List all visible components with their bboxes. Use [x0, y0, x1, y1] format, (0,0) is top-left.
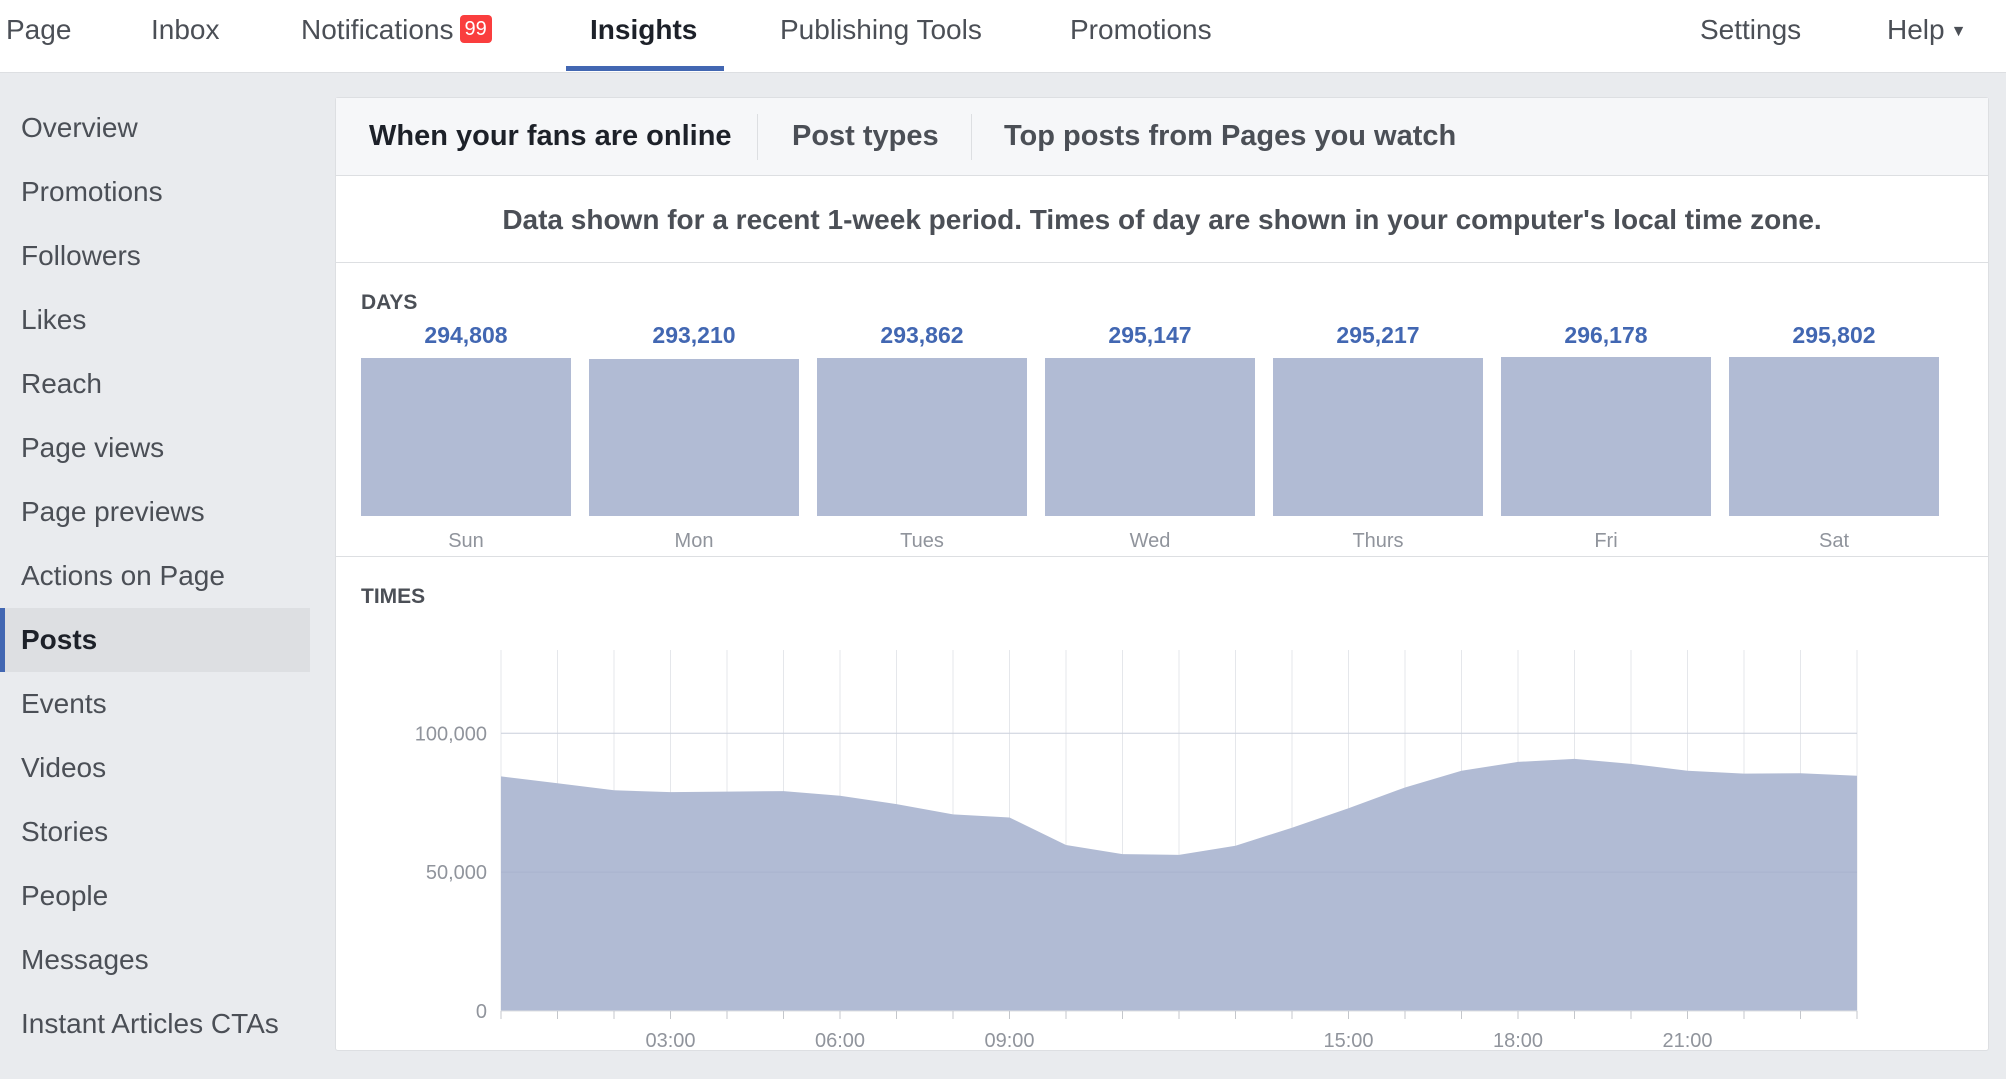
sidebar-item-label: Page views	[21, 432, 165, 463]
tab-label: Post types	[792, 120, 939, 152]
notifications-count-badge: 99	[459, 14, 492, 43]
sidebar-item-page-previews[interactable]: Page previews	[0, 480, 310, 544]
x-tick-label: 06:00	[815, 1030, 865, 1050]
sidebar-item-reach[interactable]: Reach	[0, 352, 310, 416]
sidebar-item-label: Instant Articles CTAs	[21, 1008, 279, 1039]
sidebar-item-label: Stories	[21, 816, 109, 847]
x-tick-label: 18:00	[1493, 1030, 1543, 1050]
nav-publishing-tools-label: Publishing Tools	[780, 14, 982, 45]
sidebar-item-promotions[interactable]: Promotions	[0, 160, 310, 224]
sidebar-item-label: Messages	[21, 944, 149, 975]
nav-inbox[interactable]: Inbox	[151, 0, 220, 72]
sidebar-item-likes[interactable]: Likes	[0, 288, 310, 352]
tab-post-types[interactable]: Post types	[792, 98, 939, 175]
nav-publishing-tools[interactable]: Publishing Tools	[780, 0, 982, 72]
times-section-title: TIMES	[361, 585, 426, 608]
sidebar-item-label: Events	[21, 688, 107, 719]
sidebar-item-label: Followers	[21, 240, 141, 271]
x-tick-label: 21:00	[1662, 1030, 1712, 1050]
day-bar[interactable]	[361, 357, 571, 516]
sidebar-item-messages[interactable]: Messages	[0, 928, 310, 992]
caret-down-icon: ▼	[1950, 23, 1967, 40]
sidebar-item-posts[interactable]: Posts	[0, 608, 310, 672]
nav-page-label: Page	[6, 14, 72, 45]
sidebar-item-label: Posts	[21, 624, 98, 655]
sidebar-item-label: People	[21, 880, 109, 911]
sidebar-item-events[interactable]: Events	[0, 672, 310, 736]
tab-label: Top posts from Pages you watch	[1004, 120, 1457, 152]
nav-inbox-label: Inbox	[151, 14, 220, 45]
x-tick-label: 15:00	[1323, 1030, 1373, 1050]
days-section-title: DAYS	[361, 291, 418, 314]
day-category-label: Wed	[1129, 530, 1171, 552]
nav-settings-label: Settings	[1700, 14, 1802, 45]
day-value-label: 293,862	[880, 322, 964, 348]
day-value-label: 296,178	[1564, 322, 1648, 348]
day-category-label: Fri	[1594, 530, 1618, 552]
sidebar-item-people[interactable]: People	[0, 864, 310, 928]
day-bar[interactable]	[1729, 357, 1939, 516]
x-tick-label: 03:00	[645, 1030, 695, 1050]
day-bar[interactable]	[1045, 357, 1255, 516]
sidebar-item-followers[interactable]: Followers	[0, 224, 310, 288]
sidebar-item-overview[interactable]: Overview	[0, 96, 310, 160]
sidebar-item-stories[interactable]: Stories	[0, 800, 310, 864]
y-tick-label: 100,000	[415, 723, 487, 745]
day-bar[interactable]	[1273, 357, 1483, 516]
nav-insights-label: Insights	[590, 14, 698, 45]
tab-when-fans-online[interactable]: When your fans are online	[369, 98, 732, 175]
sidebar-item-label: Promotions	[21, 176, 163, 207]
nav-insights[interactable]: Insights	[590, 0, 697, 72]
day-bar[interactable]	[817, 358, 1027, 516]
day-category-label: Sun	[448, 530, 484, 552]
tab-top-posts-pages-you-watch[interactable]: Top posts from Pages you watch	[1004, 98, 1456, 175]
insights-panel: When your fans are online Post types Top…	[335, 97, 1989, 1051]
day-value-label: 295,217	[1336, 322, 1420, 348]
sidebar-item-label: Videos	[21, 752, 107, 783]
day-bar[interactable]	[589, 358, 799, 516]
active-tab-indicator	[566, 66, 724, 71]
sidebar-item-label: Actions on Page	[21, 560, 225, 591]
day-value-label: 295,147	[1108, 322, 1192, 348]
sidebar-item-page-views[interactable]: Page views	[0, 416, 310, 480]
x-tick-label: 09:00	[984, 1030, 1034, 1050]
sidebar-item-instant-articles-ctas[interactable]: Instant Articles CTAs	[0, 992, 310, 1056]
sidebar-item-label: Overview	[21, 112, 138, 143]
nav-settings[interactable]: Settings	[1700, 0, 1801, 72]
day-category-label: Sat	[1818, 530, 1850, 552]
day-category-label: Tues	[900, 530, 944, 552]
sidebar-item-videos[interactable]: Videos	[0, 736, 310, 800]
day-category-label: Mon	[674, 530, 714, 552]
sidebar-item-label: Reach	[21, 368, 102, 399]
nav-promotions-label: Promotions	[1070, 14, 1212, 45]
section-divider	[336, 556, 1988, 557]
posts-subtabs: When your fans are online Post types Top…	[336, 98, 1988, 176]
sidebar-item-label: Page previews	[21, 496, 205, 527]
tab-label: When your fans are online	[369, 120, 732, 152]
data-period-notice: Data shown for a recent 1-week period. T…	[336, 176, 1988, 263]
nav-promotions[interactable]: Promotions	[1070, 0, 1212, 72]
nav-notifications-label: Notifications	[301, 14, 454, 45]
tab-divider	[757, 114, 758, 160]
day-value-label: 294,808	[424, 322, 508, 348]
y-tick-label: 50,000	[426, 862, 487, 884]
day-value-label: 295,802	[1792, 322, 1876, 348]
nav-notifications[interactable]: Notifications 99	[301, 0, 492, 72]
online-fans-area-series[interactable]	[501, 758, 1857, 1011]
tab-divider	[971, 114, 972, 160]
top-nav: Page Inbox Notifications 99 Insights Publ…	[0, 0, 2006, 73]
sidebar-item-actions-on-page[interactable]: Actions on Page	[0, 544, 310, 608]
nav-page[interactable]: Page	[6, 0, 71, 72]
day-value-label: 293,210	[652, 322, 736, 348]
y-tick-label: 0	[476, 1001, 487, 1023]
day-bar[interactable]	[1501, 357, 1711, 516]
sidebar-item-label: Likes	[21, 304, 87, 335]
insights-sidebar: Overview Promotions Followers Likes Reac…	[0, 96, 310, 1056]
times-area-chart: 03:00 06:00 09:00 15:00 18:00 21:00 0 50,000 100…	[415, 650, 1858, 1050]
nav-help-label: Help	[1887, 14, 1945, 45]
nav-help[interactable]: Help ▼	[1887, 0, 1966, 72]
day-category-label: Thurs	[1352, 530, 1404, 552]
